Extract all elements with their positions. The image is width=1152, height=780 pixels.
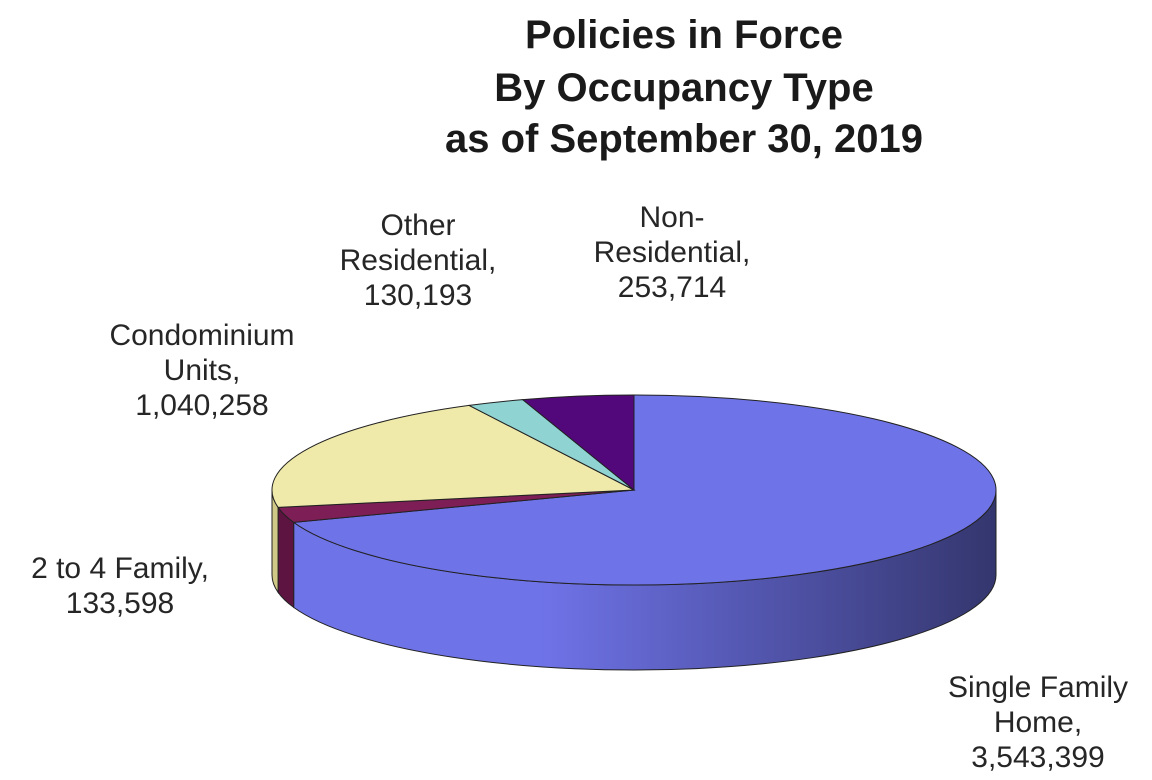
slice-label-line: Residential, xyxy=(340,244,497,277)
slice-label-line: 130,193 xyxy=(364,279,472,312)
slice-label-line: Other xyxy=(380,209,455,242)
slice-label-non-residential: Non-Residential, 253,714 xyxy=(594,201,751,304)
pie-tops xyxy=(271,394,997,586)
slice-label-line: 253,714 xyxy=(618,271,726,304)
slice-label-line: Non- xyxy=(639,201,704,234)
chart-title-line-2: By Occupancy Type xyxy=(494,66,873,110)
slice-label-2-to-4-family: 2 to 4 Family, 133,598 xyxy=(31,552,209,620)
pie-slice-single-family-home xyxy=(292,394,997,586)
slice-label-condominium-units: Condominium Units, 1,040,258 xyxy=(109,319,294,422)
slice-label-other-residential: Other Residential, 130,193 xyxy=(340,209,497,312)
pie-slice-non-residential xyxy=(521,394,635,492)
slice-label-line: Condominium xyxy=(109,319,294,352)
slice-label-line: 3,543,399 xyxy=(971,741,1104,774)
chart-title: Policies in Force By Occupancy Type as o… xyxy=(445,13,923,161)
pie-slice-condominium-units xyxy=(271,404,636,508)
slice-label-line: Units, xyxy=(164,354,241,387)
pie-side-2-to-4-family xyxy=(277,505,295,609)
slice-label-single-family-home: Single Family Home, 3,543,399 xyxy=(948,671,1128,774)
chart-title-line-3: as of September 30, 2019 xyxy=(445,117,923,161)
slice-label-line: 133,598 xyxy=(66,587,174,620)
slice-label-line: 2 to 4 Family, xyxy=(31,552,209,585)
slice-labels: Single Family Home, 3,543,399 2 to 4 Family… xyxy=(31,201,1128,774)
chart-title-line-1: Policies in Force xyxy=(525,13,843,57)
slice-label-line: 1,040,258 xyxy=(135,389,268,422)
pie-sides xyxy=(271,489,997,671)
slice-label-line: Residential, xyxy=(594,236,751,269)
slice-label-line: Home, xyxy=(994,706,1082,739)
slice-label-line: Single Family xyxy=(948,671,1128,704)
